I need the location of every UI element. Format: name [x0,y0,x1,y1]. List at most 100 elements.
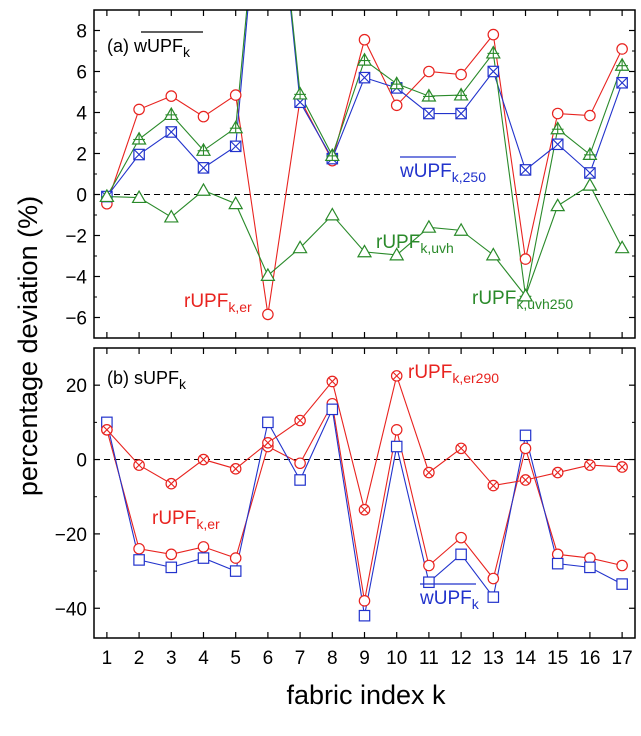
panel-a-series-0-point [584,109,596,122]
panel-a-series-0-point [165,90,178,102]
panel-b-series-1-point [358,609,371,622]
panel-a-series-2-point [195,142,212,156]
panel-b-series-1-point [229,565,242,577]
panel-b-series-1-point [326,403,339,416]
panel-a-series-2-point [550,121,566,135]
panel-b-series-0-point [197,541,210,553]
panel-b-series-0-point [165,548,178,561]
panel-b-series-1-point [455,548,467,561]
panel-a-series-3-point [99,188,115,203]
panel-b-series-2-point [584,459,596,471]
panel-b-series-0-line [106,402,623,601]
panel-a-series-1-point [551,138,564,151]
panel-a-series-3-point [582,177,598,191]
panel-a-series-3-point [228,196,244,210]
panel-a-series-1-point [358,71,371,84]
panel-a-series-2-point [421,88,437,102]
panel-b-series-2-point [390,370,403,382]
panel-a-series-3-point [614,240,630,254]
x-tick-label: 4 [198,648,209,669]
panel-b-series-0-point [294,457,306,470]
panel-a-series-0-point [487,28,500,41]
panel-a-series-2-point [582,146,598,160]
panel-a-series-1-point [229,140,242,153]
panel-a-series-0-point [358,33,371,46]
panel-a-series-1-line [106,10,623,197]
panel-b-series-2-point [101,423,113,436]
panel-a-series-1-point [487,65,500,78]
panel-b-label: (b) sUPFk [107,368,187,392]
panel-b-series-0-point [519,442,532,455]
panel-b-series-1-point [423,576,435,589]
panel-a-series-0-point [551,107,564,120]
y-axis-title: percentage deviation (%) [13,196,43,496]
panel-a-series-3-point [550,198,566,212]
panel-a-series-3-point [292,240,308,254]
panel-a-series-3-point [195,182,212,196]
panel-a-label: (a) wUPFk [107,36,191,60]
panel-a-series-0-point [616,43,628,55]
panel-a-series-3-point [163,209,179,223]
panel-a-series-1-point [423,107,435,120]
panel-a-series-3-point [421,219,437,233]
panel-a-series-0-point [197,110,210,123]
panel-a-series-3-point [389,247,405,261]
panel-a-series-3-point [163,209,179,223]
panel-b-series-0-point [423,559,435,572]
panel-b-series-0-point [519,442,532,455]
panel-b-series-1-point [455,548,467,561]
panel-b-series-1-point [197,552,210,564]
panel-a-series-2-point [131,131,147,145]
panel-b-series-1-point [551,557,564,570]
panel-b-series-0-point [487,572,500,585]
panel-b-series-1-point [423,576,435,589]
panel-b-series-0-point [229,552,242,564]
panel-a-series [99,10,630,321]
panel-b-series-2-point [133,459,145,471]
panel-b-ticks: −40 −20 0 20 [55,347,635,638]
panel-a-series-3-point [228,196,244,210]
annotation-wupf-k-b: wUPFk [419,588,480,612]
panel-a-series-3-point [195,182,212,196]
y-tick-label: −40 [55,599,87,620]
panel-b-series-0-point [133,542,145,555]
panel-a-series-1-point [133,148,145,161]
panel-a-series-1-point [584,167,596,179]
panel-a-series-0-point [455,68,467,81]
x-tick-label: 9 [359,648,370,669]
panel-b-series-1-point [262,416,274,429]
panel-b-series-1-point [326,403,339,416]
panel-b-series-0-point [133,542,145,555]
panel-b-series-1-point [487,591,500,603]
x-tick-label: 2 [134,648,145,669]
panel-b-series-0-point [390,423,403,436]
x-tick-label: 12 [451,648,472,669]
panel-b-series-1-point [165,561,178,574]
annotation-rupf-ker290: rUPFk,er290 [408,362,499,386]
panel-a-series-0-point [197,110,210,123]
panel-a-series-0-point [519,253,532,265]
x-tick-label: 8 [327,648,338,669]
y-tick-label: 0 [76,186,87,207]
x-tick-labels: 1 2 3 4 5 6 7 8 9 10 11 12 13 14 15 16 17 [102,648,633,669]
panel-a-series-3-point [292,240,308,254]
annotation-rupf-ker-a: rUPFk,er [184,291,252,315]
panel-a-series-3-point [324,207,340,221]
panel-b-series-1-point [165,561,178,574]
panel-b-series-1-point [133,554,145,566]
panel-a-series-3-point [131,189,147,204]
panel-a-series-0-point [229,89,242,101]
panel-a-series-2-point [292,86,308,100]
panel-a-series-1-point [519,164,532,176]
panel-a-series-2-point [389,76,405,90]
panel-b-series-2-line [106,373,623,510]
panel-b-series-0-point [487,572,500,585]
annotation-rupf-ker-b: rUPFk,er [152,508,220,532]
panel-b-series-1-point [262,416,274,429]
panel-b-series-0-point [455,531,467,544]
x-tick-label: 1 [102,648,113,669]
panel-b-series-2-point [326,375,339,388]
panel-a-series-0-point [423,65,435,78]
panel-a-series-0-point [390,99,403,112]
x-tick-label: 3 [166,648,177,669]
